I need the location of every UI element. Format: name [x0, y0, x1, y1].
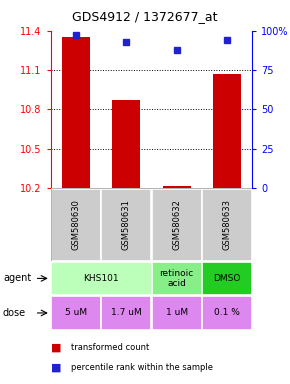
- Bar: [152, 189, 202, 261]
- Text: GSM580631: GSM580631: [122, 199, 131, 250]
- Text: 5 uM: 5 uM: [65, 308, 87, 318]
- Bar: [102, 189, 151, 261]
- Text: GSM580633: GSM580633: [223, 199, 232, 250]
- Text: 1.7 uM: 1.7 uM: [111, 308, 142, 318]
- Bar: [113, 100, 140, 188]
- Bar: [51, 262, 152, 295]
- Bar: [152, 296, 202, 329]
- Bar: [62, 37, 90, 188]
- Bar: [152, 262, 202, 295]
- Text: ■: ■: [51, 343, 61, 353]
- Text: 0.1 %: 0.1 %: [214, 308, 240, 318]
- Text: ■: ■: [51, 362, 61, 373]
- Text: GDS4912 / 1372677_at: GDS4912 / 1372677_at: [72, 10, 218, 23]
- Bar: [202, 189, 252, 261]
- Bar: [51, 296, 101, 329]
- Text: GSM580630: GSM580630: [71, 199, 80, 250]
- Bar: [102, 296, 151, 329]
- Bar: [163, 185, 191, 188]
- Text: 1 uM: 1 uM: [166, 308, 188, 318]
- Text: dose: dose: [3, 308, 26, 318]
- Text: KHS101: KHS101: [83, 274, 119, 283]
- Bar: [202, 262, 252, 295]
- Bar: [213, 74, 241, 188]
- Text: GSM580632: GSM580632: [172, 199, 181, 250]
- Bar: [51, 189, 101, 261]
- Bar: [202, 296, 252, 329]
- Text: DMSO: DMSO: [213, 274, 241, 283]
- Text: agent: agent: [3, 273, 31, 283]
- Text: percentile rank within the sample: percentile rank within the sample: [71, 363, 213, 372]
- Text: retinoic
acid: retinoic acid: [160, 269, 194, 288]
- Text: transformed count: transformed count: [71, 343, 149, 352]
